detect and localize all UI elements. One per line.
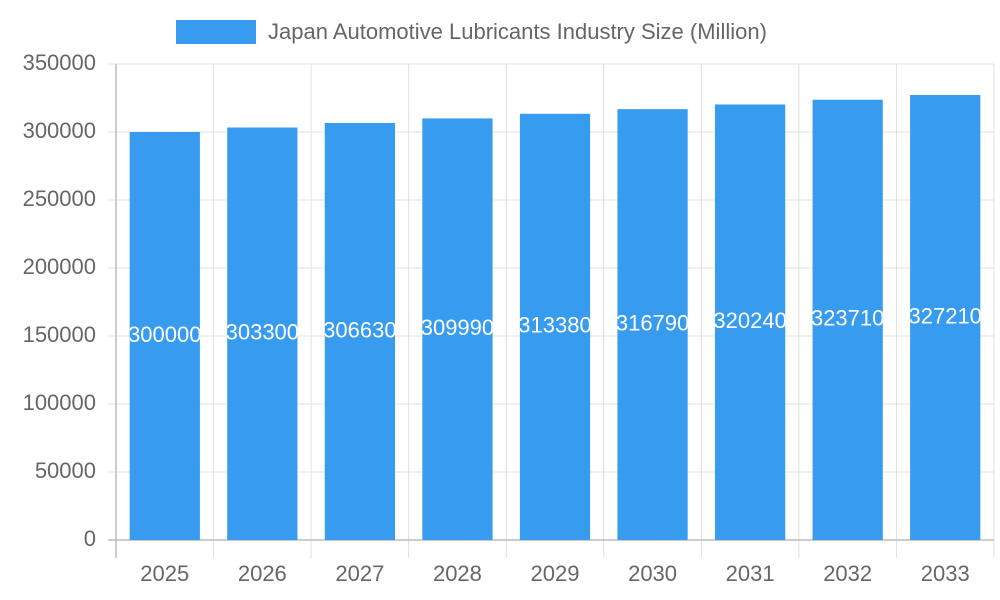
x-tick-label: 2032	[823, 561, 872, 586]
value-label: 327210	[909, 303, 982, 328]
y-tick-label: 150000	[23, 322, 96, 347]
bar	[714, 104, 786, 540]
bar	[910, 94, 981, 541]
y-tick-label: 350000	[23, 50, 96, 75]
x-tick-label: 2027	[335, 561, 384, 586]
bar	[617, 109, 688, 541]
bar	[227, 127, 298, 541]
legend: Japan Automotive Lubricants Industry Siz…	[176, 19, 767, 44]
bar	[324, 122, 396, 540]
value-label: 320240	[713, 308, 786, 333]
value-label: 303300	[226, 320, 299, 345]
y-tick-label: 0	[84, 526, 96, 551]
y-tick-label: 300000	[23, 118, 96, 143]
x-tick-label: 2033	[921, 561, 970, 586]
value-label: 323710	[811, 306, 884, 331]
x-tick-label: 2025	[140, 561, 189, 586]
bar	[129, 132, 200, 540]
x-tick-label: 2028	[433, 561, 482, 586]
y-tick-label: 100000	[23, 390, 96, 415]
value-label: 300000	[128, 322, 201, 347]
y-tick-label: 250000	[23, 186, 96, 211]
legend-swatch	[176, 20, 256, 44]
bar	[519, 113, 591, 541]
value-label: 306630	[323, 317, 396, 342]
value-label: 309990	[421, 315, 494, 340]
x-tick-label: 2031	[726, 561, 775, 586]
value-label: 316790	[616, 310, 689, 335]
y-tick-label: 200000	[23, 254, 96, 279]
x-tick-label: 2026	[238, 561, 287, 586]
x-tick-label: 2029	[531, 561, 580, 586]
bar	[812, 99, 883, 541]
legend-label: Japan Automotive Lubricants Industry Siz…	[268, 19, 767, 44]
x-tick-label: 2030	[628, 561, 677, 586]
value-label: 313380	[518, 313, 591, 338]
bar	[422, 118, 493, 540]
y-tick-label: 50000	[35, 458, 96, 483]
